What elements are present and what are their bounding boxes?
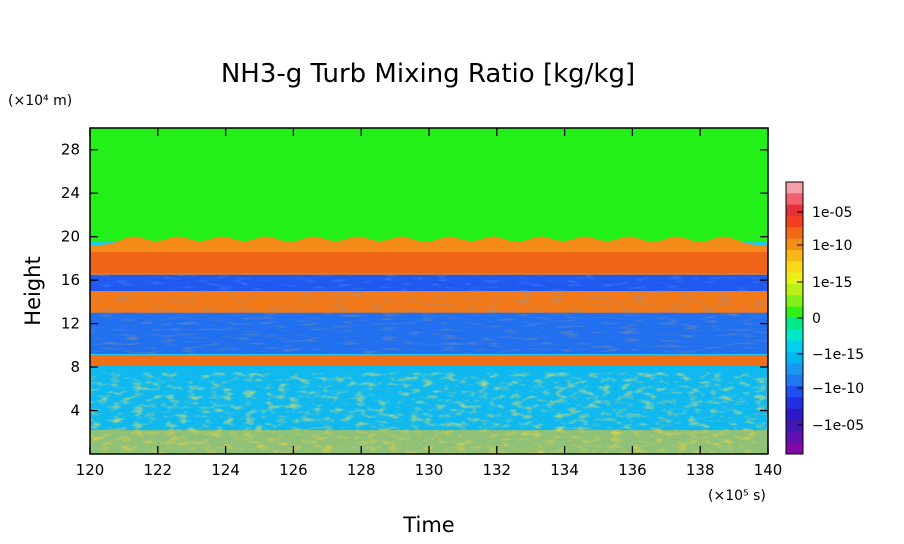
colorbar-swatch — [786, 306, 803, 319]
colorbar-label: −1e-15 — [812, 347, 864, 363]
colorbar-swatch — [786, 261, 803, 273]
x-axis: 120 122 124 126 128 130 132 134 136 138 140 — [76, 128, 783, 479]
x-tick-label: 120 — [76, 461, 105, 479]
x-tick-label: 134 — [550, 461, 579, 479]
colorbar-swatch — [786, 227, 803, 239]
x-tick-label: 132 — [482, 461, 511, 479]
colorbar-swatch — [786, 284, 803, 296]
y-tick-label: 28 — [61, 141, 80, 159]
x-tick-label: 140 — [754, 461, 783, 479]
colorbar-label: −1e-10 — [812, 381, 864, 397]
colorbar-swatch — [786, 420, 803, 432]
y-tick-label: 12 — [61, 315, 80, 333]
colorbar-swatch — [786, 408, 803, 421]
y-tick-label: 24 — [61, 184, 80, 202]
colorbar-swatch — [786, 250, 803, 262]
y-tick-label: 20 — [61, 228, 80, 246]
colorbar: 1e-05 1e-10 1e-15 0 −1e-15 −1e-10 −1e-05 — [785, 181, 864, 455]
band-middle-negative-texture — [90, 312, 768, 355]
band-lower-surface — [90, 430, 768, 454]
colorbar-label: −1e-05 — [812, 418, 864, 434]
x-tick-label: 136 — [618, 461, 647, 479]
y-axis-unit: (×10⁴ m) — [8, 93, 72, 109]
colorbar-swatch — [786, 238, 803, 251]
x-tick-label: 124 — [211, 461, 240, 479]
y-tick-label: 16 — [61, 271, 80, 289]
y-tick-label: 8 — [70, 358, 80, 376]
colorbar-swatch — [786, 363, 803, 375]
x-tick-label: 138 — [686, 461, 715, 479]
x-tick-label: 128 — [347, 461, 376, 479]
band-thin-positive — [90, 355, 768, 366]
colorbar-swatch — [786, 397, 803, 409]
colorbar-swatch — [786, 340, 803, 353]
x-axis-unit: (×10⁵ s) — [708, 488, 766, 504]
colorbar-label: 1e-05 — [812, 205, 852, 221]
colorbar-swatch — [786, 386, 803, 398]
colorbar-swatch — [786, 352, 803, 364]
colorbar-swatch — [786, 295, 803, 307]
colorbar-swatch — [786, 204, 803, 217]
x-tick-label: 130 — [415, 461, 444, 479]
x-tick-label: 122 — [143, 461, 172, 479]
colorbar-swatch — [786, 182, 803, 194]
colorbar-label: 0 — [812, 311, 821, 327]
colorbar-swatch — [786, 442, 803, 455]
colorbar-swatch — [786, 431, 803, 443]
band-middle-texture — [90, 291, 768, 315]
colorbar-swatch — [786, 272, 803, 285]
heatmap-field — [90, 128, 768, 454]
band-zero — [90, 128, 768, 243]
x-axis-label: Time — [402, 513, 454, 537]
y-axis-label: Height — [21, 256, 45, 325]
y-tick-label: 4 — [70, 402, 80, 420]
colorbar-label: 1e-15 — [812, 275, 852, 291]
x-tick-label: 126 — [279, 461, 308, 479]
colorbar-swatch — [786, 193, 803, 205]
colorbar-swatch — [786, 374, 803, 387]
y-axis: 4 8 12 16 20 24 28 — [61, 141, 768, 420]
colorbar-label: 1e-10 — [812, 238, 852, 254]
colorbar-swatch — [786, 216, 803, 228]
chart-title: NH3-g Turb Mixing Ratio [kg/kg] — [221, 59, 635, 89]
colorbar-swatch — [786, 318, 803, 330]
band-upper-positive-core — [90, 251, 768, 274]
colorbar-swatch — [786, 329, 803, 341]
